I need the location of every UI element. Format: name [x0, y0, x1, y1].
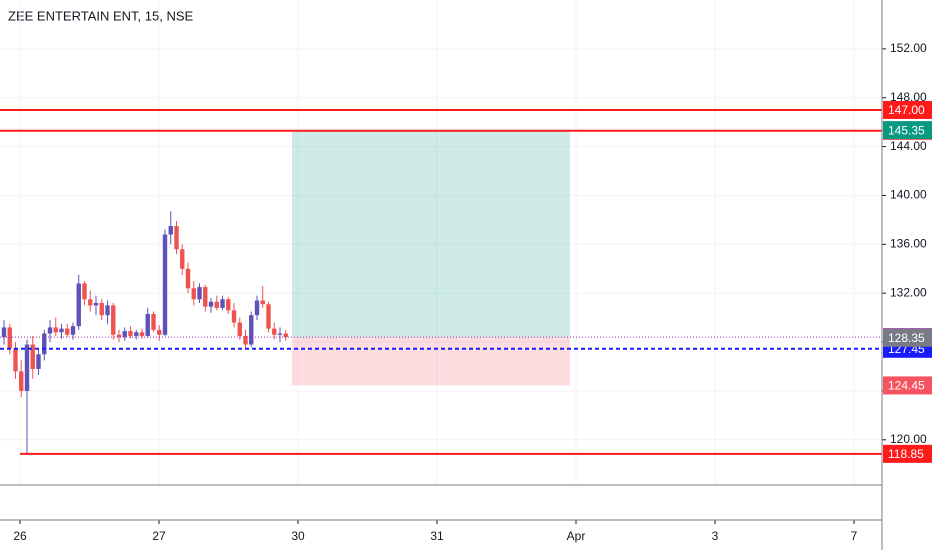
- candle-body: [76, 283, 81, 327]
- price-label-bg: [883, 444, 932, 463]
- candle-body: [254, 300, 260, 316]
- price-label-bg: [883, 376, 932, 395]
- candle-body: [88, 299, 93, 306]
- candle-body: [1, 327, 7, 338]
- candle-body: [185, 268, 191, 289]
- candle-body: [237, 322, 242, 336]
- x-tick-label: 30: [291, 529, 305, 543]
- candle-body: [214, 301, 219, 308]
- y-tick-label: 152.00: [890, 41, 927, 55]
- candle-body: [208, 301, 214, 307]
- candle-body: [93, 302, 99, 306]
- candle-body: [151, 313, 156, 330]
- y-tick-label: 144.00: [890, 139, 927, 153]
- price-label: 147.00: [888, 103, 925, 117]
- plot: [0, 108, 882, 455]
- candle-body: [272, 328, 277, 335]
- price-label-bg: [883, 328, 932, 347]
- candle-body: [243, 335, 248, 345]
- candle-body: [42, 333, 47, 355]
- price-label: 145.35: [888, 123, 925, 137]
- candle-body: [260, 300, 265, 305]
- profit-zone: [292, 130, 570, 338]
- candle-body: [168, 226, 173, 235]
- candle-body: [277, 333, 283, 335]
- y-tick-label: 132.00: [890, 285, 927, 299]
- candle-body: [191, 288, 196, 300]
- x-tick-label: 26: [13, 529, 27, 543]
- candle-body: [283, 333, 288, 338]
- candle-body: [231, 310, 237, 323]
- candle-body: [197, 287, 202, 300]
- candle-body: [139, 332, 145, 336]
- x-tick-label: Apr: [567, 529, 586, 543]
- y-tick-label: 136.00: [890, 237, 927, 251]
- candle-body: [116, 334, 122, 338]
- x-tick-label: 27: [152, 529, 166, 543]
- price-label-bg: [883, 100, 932, 119]
- candle-body: [36, 354, 41, 369]
- candle-body: [7, 327, 12, 349]
- candle-body: [220, 299, 225, 308]
- candle-body: [30, 344, 35, 369]
- candle-body: [99, 302, 104, 316]
- candle-body: [19, 371, 24, 391]
- grid: [0, 0, 882, 485]
- candle-body: [174, 226, 179, 250]
- candle-body: [226, 299, 231, 311]
- candle-body: [249, 315, 254, 345]
- x-tick-label: 3: [712, 529, 719, 543]
- candle-body: [122, 331, 127, 338]
- price-label: 124.45: [888, 379, 925, 393]
- price-label: 128.35: [888, 331, 925, 345]
- x-tick-label: 7: [851, 529, 858, 543]
- candle-body: [128, 331, 133, 336]
- candle-body: [111, 305, 116, 335]
- price-label-bg: [883, 121, 932, 140]
- candle-body: [180, 249, 185, 269]
- loss-zone: [292, 337, 570, 386]
- y-tick-label: 140.00: [890, 188, 927, 202]
- candle-body: [70, 326, 76, 335]
- candle-body: [162, 234, 168, 335]
- candle-body: [105, 305, 110, 316]
- candle-body: [24, 344, 30, 391]
- candle-body: [13, 348, 18, 372]
- y-tick-label: 120.00: [890, 432, 927, 446]
- candle-body: [157, 329, 162, 335]
- candle-body: [65, 328, 70, 335]
- candle-body: [134, 332, 139, 336]
- candle-body: [59, 328, 64, 333]
- y-tick-label: 148.00: [890, 90, 927, 104]
- candle-body: [266, 304, 271, 329]
- candle-body: [53, 327, 58, 333]
- chart-title: ZEE ENTERTAIN ENT, 15, NSE: [8, 8, 194, 23]
- candle-body: [82, 283, 87, 300]
- candle-body: [47, 327, 53, 334]
- candle-body: [203, 287, 208, 307]
- candle-body: [145, 313, 150, 336]
- price-label: 118.85: [888, 447, 924, 461]
- x-tick-label: 31: [430, 529, 444, 543]
